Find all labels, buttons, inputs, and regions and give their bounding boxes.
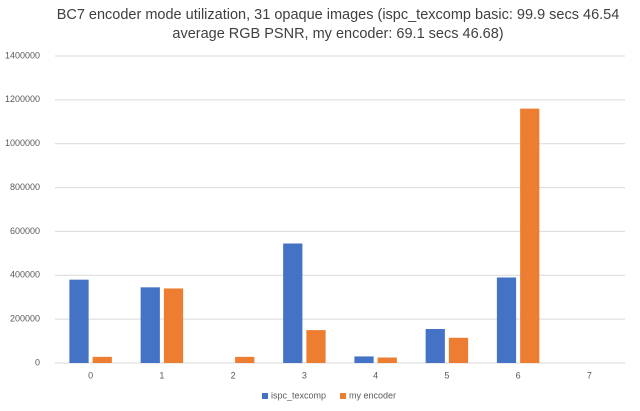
bar <box>496 277 517 363</box>
legend-label: my encoder <box>349 390 396 400</box>
bar <box>283 243 303 363</box>
x-tick-label: 1 <box>159 370 164 380</box>
y-tick-label: 200000 <box>10 314 40 324</box>
bar <box>425 329 445 363</box>
chart-title: average RGB PSNR, my encoder: 69.1 secs … <box>172 26 503 42</box>
legend-swatch <box>262 393 268 399</box>
bar <box>92 356 112 363</box>
bar <box>306 330 326 363</box>
y-tick-label: 1400000 <box>5 50 40 60</box>
x-tick-label: 5 <box>444 370 449 380</box>
bar <box>163 288 184 363</box>
y-tick-label: 1000000 <box>5 138 40 148</box>
x-tick-label: 2 <box>231 370 236 380</box>
bar <box>69 279 89 363</box>
bar <box>235 356 255 363</box>
bar <box>448 337 469 363</box>
x-tick-label: 0 <box>88 370 93 380</box>
bar <box>377 357 397 363</box>
y-tick-label: 0 <box>35 357 40 367</box>
chart-title: BC7 encoder mode utilization, 31 opaque … <box>57 7 620 23</box>
y-tick-label: 800000 <box>10 182 40 192</box>
legend-label: ispc_texcomp <box>271 390 326 400</box>
x-tick-label: 3 <box>302 370 307 380</box>
y-tick-label: 1200000 <box>5 94 40 104</box>
x-tick-label: 6 <box>516 370 521 380</box>
legend-swatch <box>340 393 347 399</box>
bar <box>140 287 160 363</box>
x-tick-label: 4 <box>373 370 378 380</box>
bar <box>354 356 374 363</box>
x-tick-label: 7 <box>587 370 592 380</box>
y-tick-label: 600000 <box>10 226 40 236</box>
y-tick-label: 400000 <box>10 270 40 280</box>
bar <box>520 108 540 363</box>
